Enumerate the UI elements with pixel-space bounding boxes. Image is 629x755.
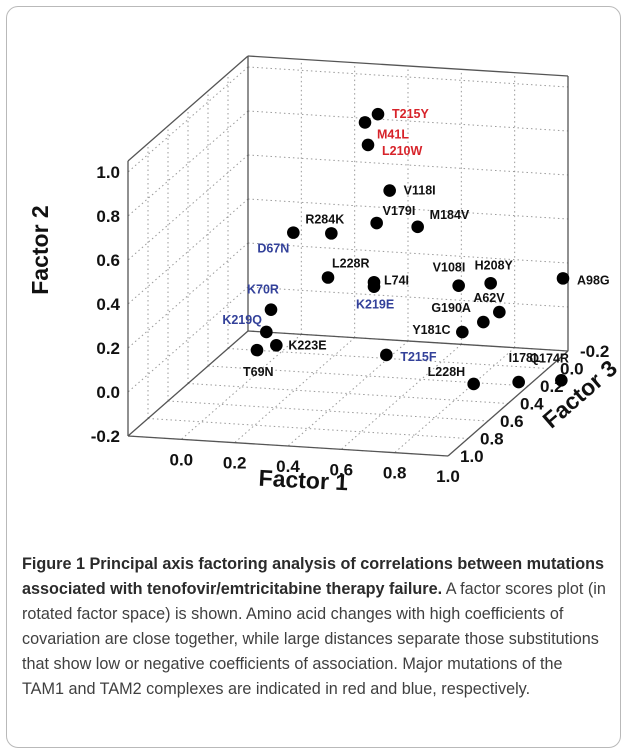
z-tick-label: 0.4 [520, 395, 544, 414]
data-point [321, 271, 335, 284]
point-label: K223E [288, 338, 326, 352]
data-point [411, 220, 424, 234]
data-point [477, 315, 490, 329]
point-label: V118I [404, 184, 436, 198]
x-tick-label: 0.0 [170, 450, 194, 469]
data-point [452, 279, 465, 292]
figure-caption: Figure 1 Principal axis factoring analys… [22, 552, 607, 702]
caption-body: A factor scores plot (in rotated factor … [22, 580, 606, 698]
axis-edge [247, 330, 569, 352]
z-tick-label: 0.6 [500, 412, 524, 431]
point-label: Q174R [529, 351, 569, 365]
point-label: T69N [243, 365, 274, 379]
plot-box [127, 55, 569, 457]
point-label: L74I [384, 273, 409, 287]
point-label: I178L [509, 351, 541, 365]
point-label: H208Y [475, 258, 514, 272]
data-point [467, 377, 480, 391]
grid-line [167, 400, 489, 422]
y-tick-label: 0.8 [96, 207, 120, 226]
data-point [484, 276, 497, 290]
data-point [287, 226, 300, 239]
axis-edge [127, 435, 449, 457]
data-point [270, 339, 283, 352]
point-label: G190A [431, 301, 471, 315]
data-point [367, 280, 381, 293]
axis-edge [247, 55, 569, 77]
x-tick-label: 0.4 [276, 457, 300, 476]
data-point [260, 325, 273, 339]
point-label: L228H [428, 365, 466, 379]
grid-line [127, 286, 249, 393]
data-point [383, 184, 396, 197]
x-tick-label: 0.6 [330, 460, 354, 479]
point-label: K219E [356, 298, 394, 312]
axis-edge [127, 330, 249, 437]
x-tick-label: 0.2 [223, 454, 247, 473]
point-label: V108I [433, 261, 466, 275]
tick-labels: 0.0 0.2 0.4 0.6 0.8 1.0-0.20.00.20.40.60.81.0… [91, 163, 610, 486]
grid-line [181, 333, 302, 440]
data-point [556, 272, 570, 285]
x-tick-label: 1.0 [436, 467, 460, 486]
x-tick-label: 0.8 [383, 464, 407, 483]
z-tick-label: 0.0 [560, 360, 584, 379]
data-point [555, 374, 568, 387]
y-tick-label: 1.0 [96, 163, 120, 182]
point-label: M184V [430, 208, 470, 222]
factor-scores-3d-plot: 0.0 0.2 0.4 0.6 0.8 1.0-0.20.00.20.40.60.81.0… [27, 55, 622, 496]
point-label: Y181C [412, 323, 450, 337]
point-label: A98G [577, 273, 610, 287]
point-label: T215Y [392, 107, 429, 121]
data-point [325, 227, 338, 240]
z-tick-label: 1.0 [460, 447, 484, 466]
y-axis-label: Factor 2 [27, 205, 53, 294]
point-label: K219Q [222, 313, 262, 327]
point-label: M41L [377, 127, 409, 141]
data-point [264, 303, 278, 316]
x-axis-label: Factor 1 [258, 465, 349, 496]
data-point [370, 216, 383, 230]
point-label: K70R [247, 283, 279, 297]
point-label: L210W [382, 144, 422, 158]
caption-title: Figure 1 Principal axis factoring analys… [22, 555, 605, 598]
data-point [456, 325, 469, 339]
y-tick-label: 0.2 [96, 339, 120, 358]
data-point [493, 305, 506, 319]
point-label: D67N [257, 242, 289, 256]
z-tick-label: 0.8 [480, 430, 504, 449]
grid-line [127, 66, 249, 173]
grid-line [147, 418, 469, 439]
axis-edge [447, 350, 569, 457]
data-point [361, 138, 375, 152]
y-tick-label: 0.4 [96, 295, 120, 314]
point-label: L228R [332, 257, 370, 271]
point-label: V179I [383, 204, 416, 218]
data-point [371, 107, 385, 121]
y-tick-label: -0.2 [91, 427, 120, 446]
axis-edge [127, 55, 249, 162]
data-point [250, 343, 264, 357]
y-tick-label: 0.6 [96, 251, 120, 270]
data-point [358, 116, 372, 129]
y-tick-label: 0.0 [96, 383, 120, 402]
data-points: T215Y M41L L210W V118I V179I M184V R284K D67N L2… [222, 107, 610, 391]
data-point [512, 375, 525, 389]
grid-line [127, 242, 249, 349]
point-label: A62V [473, 291, 505, 305]
point-label: R284K [305, 212, 344, 226]
point-label: T215F [400, 350, 436, 364]
z-tick-label: -0.2 [580, 342, 609, 361]
grid-line [187, 383, 509, 404]
data-point [380, 348, 393, 362]
